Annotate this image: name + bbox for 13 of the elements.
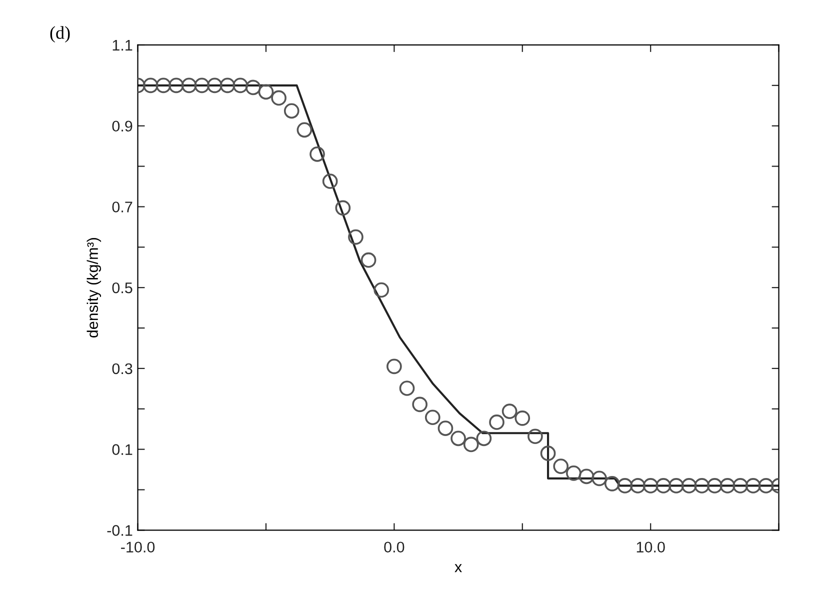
x-axis-title: x: [454, 564, 462, 572]
y-tick-label: 0.9: [112, 120, 132, 132]
y-axis-title: density (kg/m³): [86, 238, 102, 338]
y-tick-label: 0.1: [112, 444, 132, 455]
text: (d): [50, 26, 70, 43]
y-tick-label: 0.3: [112, 363, 132, 374]
x-tick-label: -10.0: [121, 542, 155, 553]
y-tick-label: 0.7: [112, 202, 132, 212]
y-tick-label: 0.5: [112, 282, 132, 294]
x-tick-label: 0.0: [384, 542, 404, 553]
y-tick-label: -0.1: [107, 525, 132, 536]
x-tick-label: 10.0: [636, 542, 665, 553]
y-tick-label: 1.1: [112, 40, 132, 51]
